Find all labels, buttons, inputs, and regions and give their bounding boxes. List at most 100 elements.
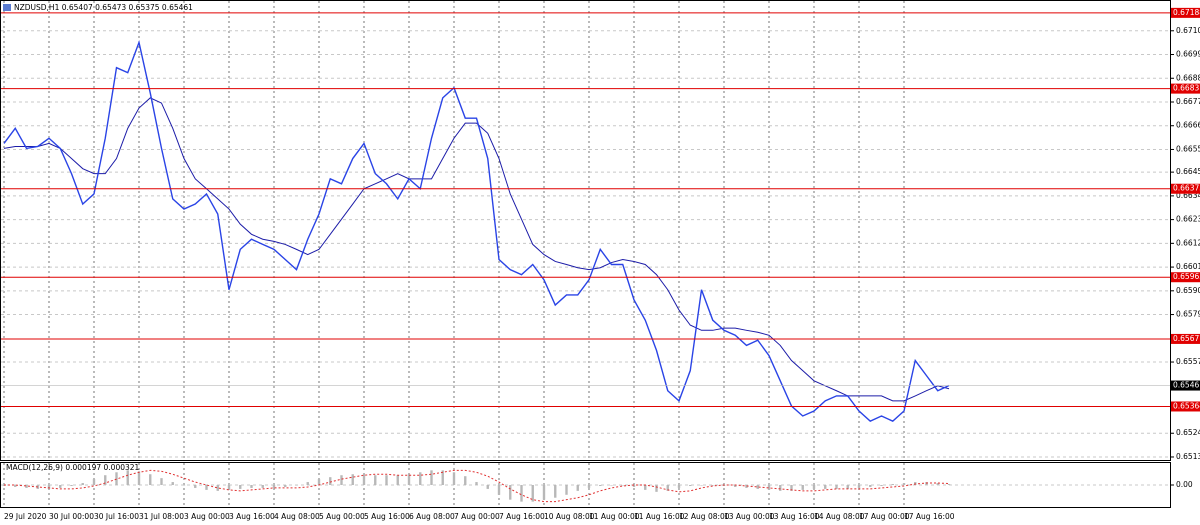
- histogram-bar: [632, 485, 636, 487]
- histogram-bar: [677, 485, 681, 488]
- level-label-box: [1171, 272, 1200, 283]
- histogram-bar: [441, 470, 444, 485]
- histogram-bar: [587, 485, 591, 488]
- histogram-bar: [779, 485, 782, 491]
- x-tick-label: 3 Aug 16:00: [229, 512, 275, 521]
- level-label: 0.65364: [1173, 401, 1200, 410]
- y-tick-label: 0.66775: [1176, 97, 1200, 106]
- histogram-bar: [902, 483, 906, 485]
- histogram-bar: [621, 485, 624, 486]
- histogram-bar: [351, 474, 354, 485]
- x-tick-label: 5 Aug 16:00: [364, 512, 410, 521]
- histogram-bar: [137, 471, 141, 485]
- x-tick-label: 6 Aug 08:00: [409, 512, 455, 521]
- histogram-bar: [171, 482, 174, 485]
- x-tick-label: 30 Jul 00:00: [49, 512, 94, 521]
- y-tick-label: 0.00: [1176, 480, 1193, 489]
- histogram-bar: [239, 485, 242, 489]
- histogram-bar: [936, 483, 939, 485]
- histogram-bar: [115, 472, 118, 485]
- histogram-bar: [227, 485, 231, 490]
- histogram-bar: [554, 485, 557, 498]
- histogram-bar: [47, 485, 51, 489]
- histogram-bar: [812, 485, 816, 489]
- x-tick-label: 7 Aug 00:00: [454, 512, 500, 521]
- histogram-bar: [497, 485, 501, 495]
- histogram-bar: [509, 485, 512, 500]
- x-tick-label: 7 Aug 16:00: [499, 512, 545, 521]
- histogram-bar: [475, 482, 478, 485]
- x-tick-label: 11 Aug 00:00: [589, 512, 640, 521]
- histogram-bar: [542, 485, 546, 500]
- histogram-bar: [835, 485, 838, 489]
- last-price-box: [1171, 380, 1200, 391]
- histogram-bar: [306, 482, 309, 485]
- x-tick-label: 31 Jul 08:00: [139, 512, 184, 521]
- histogram-bar: [599, 485, 602, 486]
- histogram-bar: [700, 485, 703, 486]
- histogram-bar: [947, 484, 951, 485]
- histogram-bar: [272, 485, 276, 488]
- x-tick-label: 11 Aug 16:00: [634, 512, 685, 521]
- level-label: 0.65963: [1173, 272, 1200, 281]
- x-tick-label: 10 Aug 08:00: [544, 512, 595, 521]
- plot-layer: [1, 1, 1170, 507]
- x-tick-label: 30 Jul 16:00: [94, 512, 139, 521]
- last-price-label: 0.65461: [1173, 381, 1200, 390]
- signal-line: [4, 469, 950, 503]
- histogram-bar: [396, 475, 399, 485]
- histogram-bar: [891, 484, 894, 485]
- y-tick-label: 0.66555: [1176, 144, 1200, 153]
- moving-average: [3, 97, 950, 402]
- histogram-bar: [250, 485, 253, 488]
- x-tick-label: 5 Aug 00:00: [319, 512, 365, 521]
- histogram-bar: [70, 485, 73, 486]
- x-tick-label: 14 Aug 08:00: [814, 512, 865, 521]
- histogram-bar: [464, 476, 467, 485]
- histogram-bar: [531, 485, 534, 502]
- histogram-bar: [790, 485, 793, 491]
- histogram-bar: [756, 485, 759, 489]
- histogram-bar: [689, 485, 692, 486]
- histogram-bar: [81, 483, 84, 485]
- histogram-bar: [182, 485, 186, 486]
- histogram-bar: [317, 479, 321, 485]
- chart-title: NZDUSD,H1 0.65407 0.65473 0.65375 0.6546…: [14, 3, 193, 12]
- histogram-bar: [869, 485, 872, 487]
- level-label: 0.65677: [1173, 334, 1200, 343]
- histogram-bar: [824, 485, 827, 489]
- level-label-box: [1171, 7, 1200, 18]
- y-tick-label: 0.67105: [1176, 26, 1200, 35]
- x-tick-label: 17 Aug 00:00: [859, 512, 910, 521]
- histogram-bar: [610, 485, 613, 486]
- x-tick-label: 13 Aug 00:00: [724, 512, 775, 521]
- histogram-bar: [655, 485, 658, 492]
- histogram-bar: [194, 485, 197, 488]
- histogram-bar: [261, 485, 264, 488]
- histogram-bar: [846, 485, 849, 489]
- histogram-bar: [374, 475, 377, 485]
- x-tick-label: 12 Aug 08:00: [679, 512, 730, 521]
- histogram-bar: [880, 485, 883, 486]
- histogram-bar: [92, 479, 96, 485]
- histogram-bar: [216, 485, 219, 491]
- histogram-bar: [59, 485, 62, 488]
- histogram-bar: [284, 485, 287, 487]
- x-tick-label: 3 Aug 00:00: [184, 512, 230, 521]
- histogram-bar: [486, 485, 489, 489]
- histogram-bar: [295, 485, 298, 486]
- histogram-bar: [340, 475, 343, 485]
- level-label-box: [1171, 83, 1200, 94]
- histogram-bar: [430, 470, 433, 485]
- histogram-bar: [329, 477, 332, 485]
- x-tick-label: 17 Aug 16:00: [904, 512, 955, 521]
